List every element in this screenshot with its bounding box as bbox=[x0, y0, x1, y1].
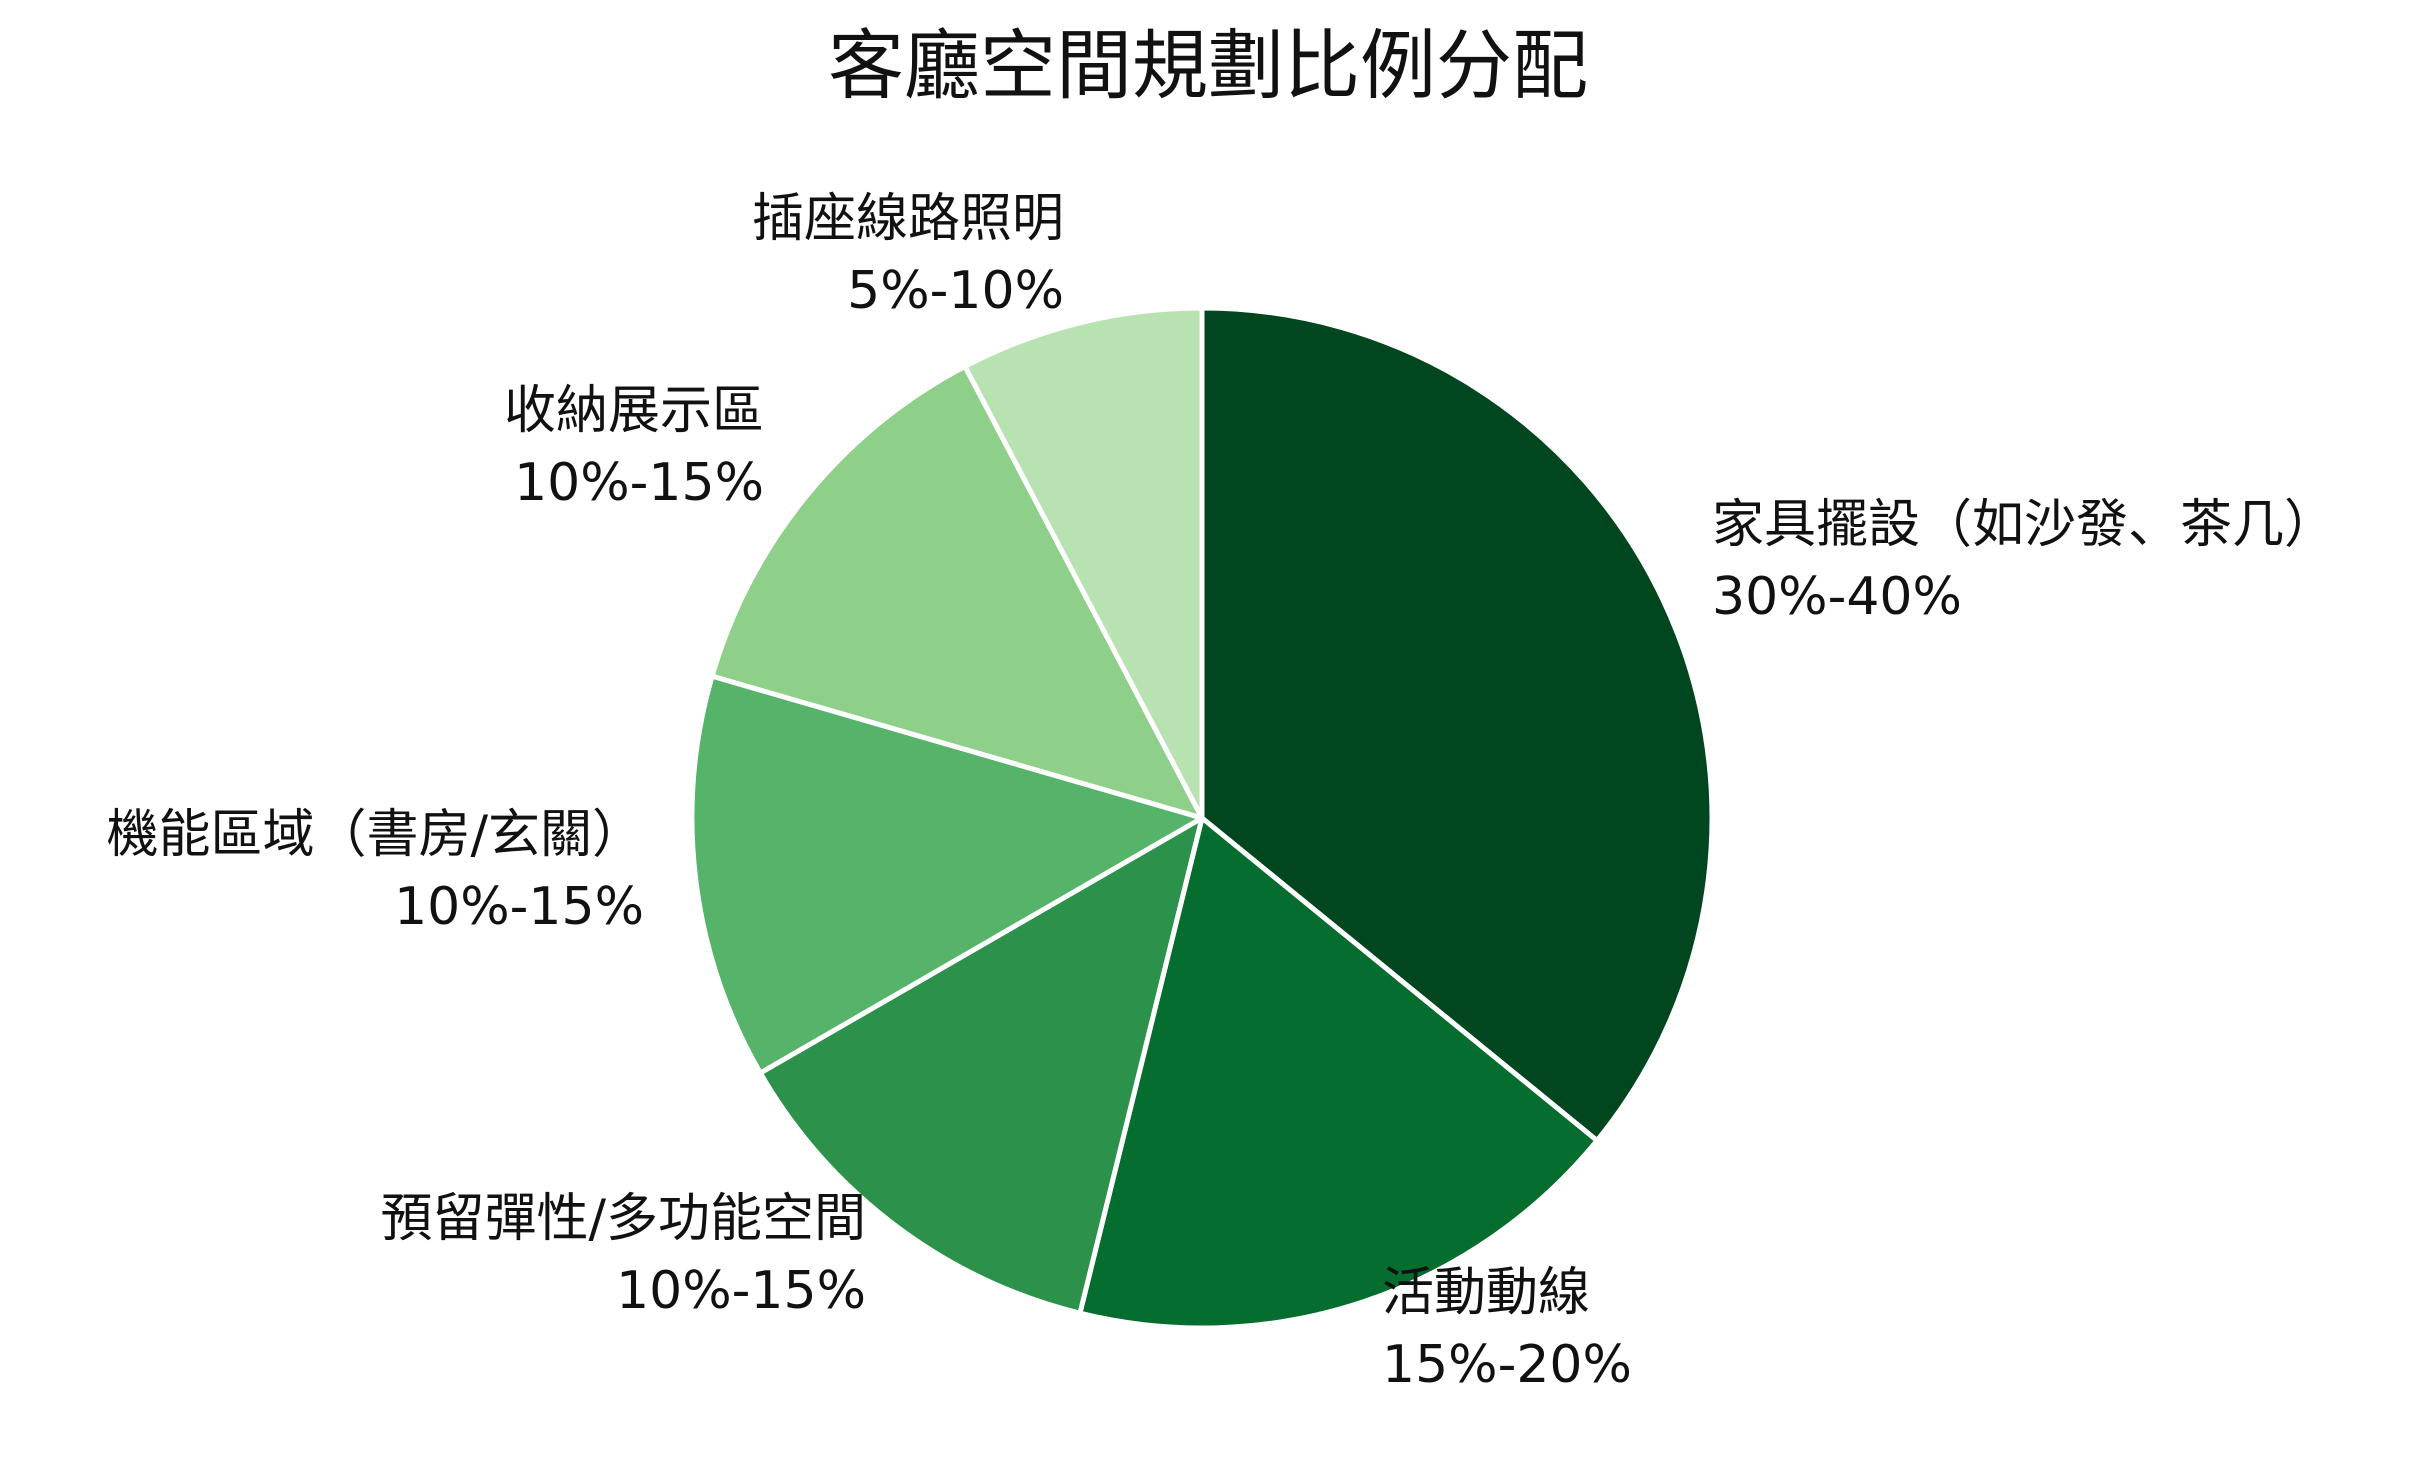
slice-label: 收納展示區 bbox=[504, 381, 764, 441]
pie-slice bbox=[757, 815, 1205, 1316]
pie-labels: 家具擺設（如沙發、茶几） 30%-40% 活動動線 15%-20% 預留彈性/多功能空間… bbox=[106, 189, 2336, 1395]
pie-slice bbox=[689, 673, 1205, 1076]
slice-label: 機能區域（書房/玄關） bbox=[106, 805, 644, 865]
slice-label: 插座線路照明 bbox=[752, 189, 1064, 249]
pie-slice bbox=[962, 305, 1205, 821]
slice-value-label: 5%-10% bbox=[847, 261, 1064, 321]
slice-value-label: 10%-15% bbox=[616, 1261, 866, 1321]
pie-slices bbox=[689, 305, 1715, 1331]
pie-slice bbox=[1077, 815, 1600, 1331]
slice-value-label: 30%-40% bbox=[1712, 567, 1962, 627]
slice-label: 預留彈性/多功能空間 bbox=[380, 1189, 866, 1249]
pie-slice bbox=[709, 363, 1205, 821]
slice-label: 家具擺設（如沙發、茶几） bbox=[1712, 495, 2336, 555]
slice-value-label: 15%-20% bbox=[1382, 1335, 1632, 1395]
pie-slice bbox=[1199, 305, 1715, 1144]
slice-value-label: 10%-15% bbox=[514, 453, 764, 513]
slice-value-label: 10%-15% bbox=[394, 877, 644, 937]
slice-label: 活動動線 bbox=[1382, 1263, 1590, 1323]
chart-title: 客廳空間規劃比例分配 bbox=[828, 21, 1588, 110]
